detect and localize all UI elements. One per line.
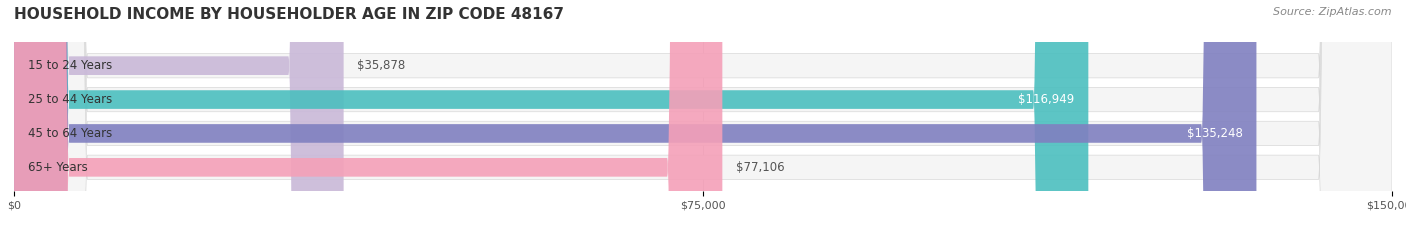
Text: 45 to 64 Years: 45 to 64 Years: [28, 127, 112, 140]
FancyBboxPatch shape: [14, 0, 1392, 233]
FancyBboxPatch shape: [14, 0, 1088, 233]
FancyBboxPatch shape: [14, 0, 1392, 233]
Text: HOUSEHOLD INCOME BY HOUSEHOLDER AGE IN ZIP CODE 48167: HOUSEHOLD INCOME BY HOUSEHOLDER AGE IN Z…: [14, 7, 564, 22]
Text: 25 to 44 Years: 25 to 44 Years: [28, 93, 112, 106]
Text: 65+ Years: 65+ Years: [28, 161, 87, 174]
Text: $116,949: $116,949: [1018, 93, 1074, 106]
FancyBboxPatch shape: [14, 0, 343, 233]
FancyBboxPatch shape: [14, 0, 1257, 233]
Text: $35,878: $35,878: [357, 59, 406, 72]
FancyBboxPatch shape: [14, 0, 1392, 233]
Text: Source: ZipAtlas.com: Source: ZipAtlas.com: [1274, 7, 1392, 17]
Text: 15 to 24 Years: 15 to 24 Years: [28, 59, 112, 72]
FancyBboxPatch shape: [14, 0, 1392, 233]
Text: $135,248: $135,248: [1187, 127, 1243, 140]
Text: $77,106: $77,106: [737, 161, 785, 174]
FancyBboxPatch shape: [14, 0, 723, 233]
